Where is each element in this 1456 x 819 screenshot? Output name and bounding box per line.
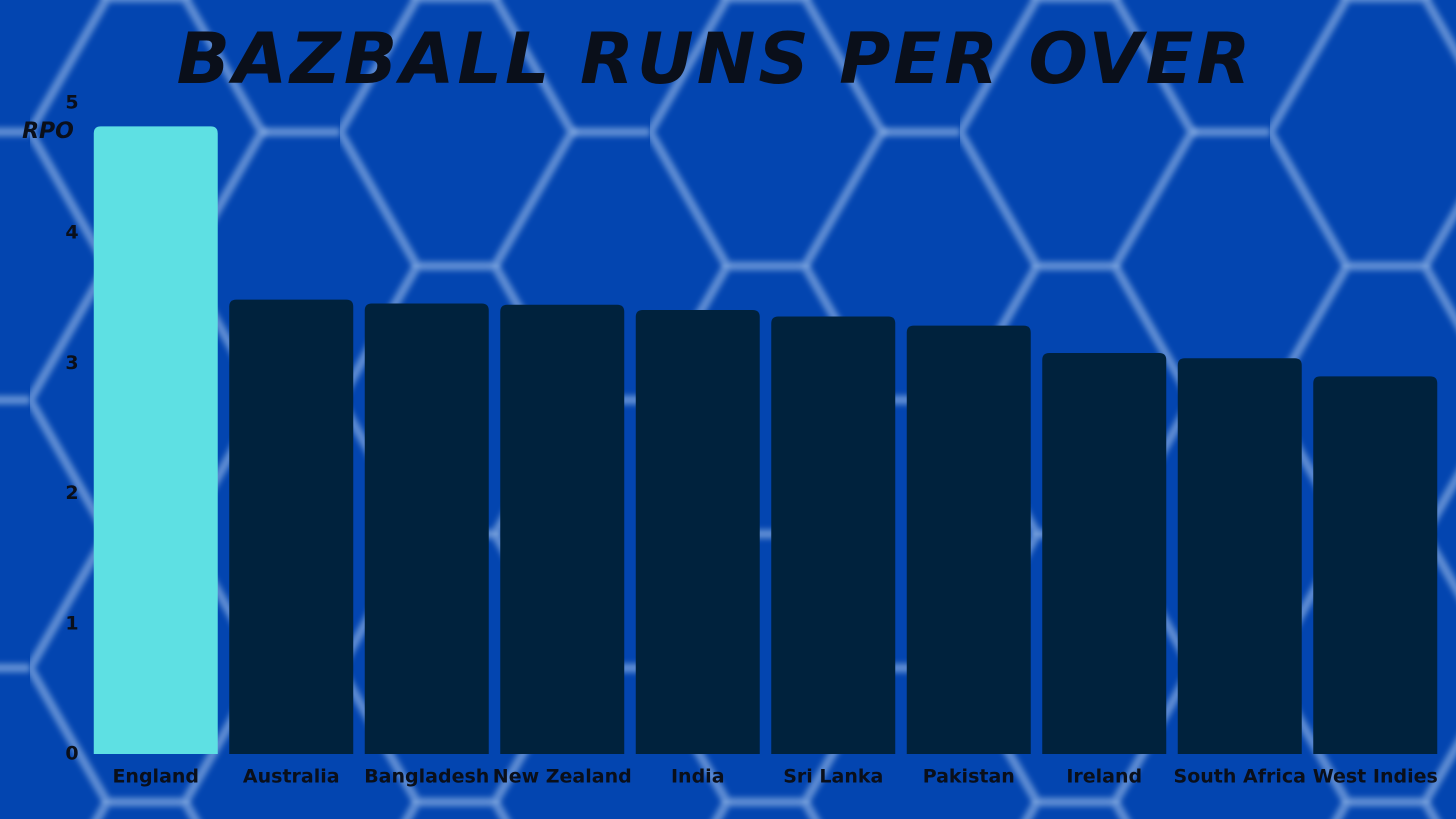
x-tick-label: Australia: [243, 766, 340, 788]
x-tick-label: South Africa: [1174, 766, 1306, 788]
x-tick-label: West Indies: [1313, 766, 1438, 788]
x-tick-label: Ireland: [1066, 766, 1142, 788]
bar: [771, 316, 896, 754]
bar: [1042, 352, 1167, 754]
x-tick-label: Pakistan: [923, 766, 1015, 788]
bar: [1177, 358, 1302, 754]
bar: [635, 310, 760, 754]
bar: [1313, 376, 1438, 754]
x-tick-label: India: [671, 766, 725, 788]
y-axis-label: RPO: [22, 119, 74, 144]
y-tick-label: 1: [65, 612, 78, 634]
bar: [93, 126, 218, 755]
bar: [906, 325, 1031, 754]
y-tick-label: 4: [65, 222, 78, 244]
bar: [229, 299, 354, 754]
x-tick-label: England: [112, 766, 199, 788]
bar: [364, 303, 489, 754]
y-tick-label: 0: [65, 743, 78, 765]
x-tick-label: Sri Lanka: [783, 766, 883, 788]
chart-title: BAZBALL RUNS PER OVER: [177, 18, 1254, 100]
x-tick-label: Bangladesh: [364, 766, 489, 788]
x-tick-label: New Zealand: [493, 766, 632, 788]
y-tick-label: 3: [65, 352, 78, 374]
y-tick-label: 5: [65, 92, 78, 114]
bar: [500, 304, 625, 754]
y-tick-label: 2: [65, 482, 78, 504]
